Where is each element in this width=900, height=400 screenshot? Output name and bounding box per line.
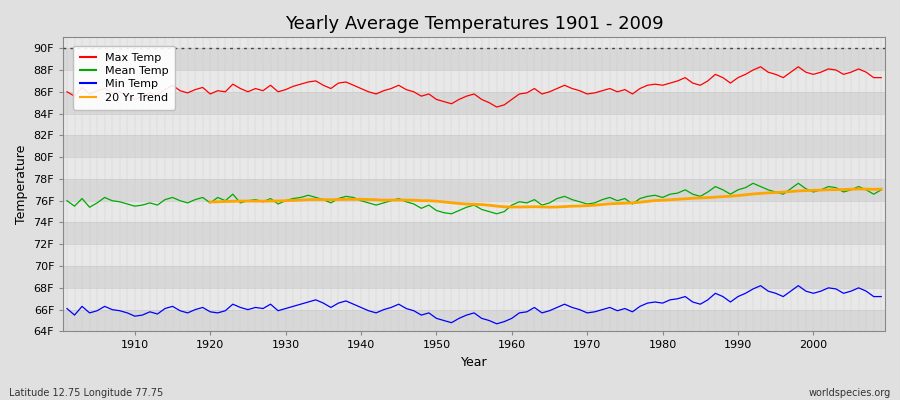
Title: Yearly Average Temperatures 1901 - 2009: Yearly Average Temperatures 1901 - 2009	[284, 15, 663, 33]
Bar	[63, 114, 885, 135]
Legend: Max Temp, Mean Temp, Min Temp, 20 Yr Trend: Max Temp, Mean Temp, Min Temp, 20 Yr Tre…	[73, 46, 176, 110]
Bar	[63, 310, 885, 332]
Bar	[63, 70, 885, 92]
Text: Latitude 12.75 Longitude 77.75: Latitude 12.75 Longitude 77.75	[9, 388, 163, 398]
Bar	[63, 92, 885, 114]
Y-axis label: Temperature: Temperature	[15, 145, 28, 224]
Bar	[63, 266, 885, 288]
Text: worldspecies.org: worldspecies.org	[809, 388, 891, 398]
Bar	[63, 179, 885, 201]
X-axis label: Year: Year	[461, 356, 488, 369]
Bar	[63, 288, 885, 310]
Bar	[63, 244, 885, 266]
Bar	[63, 157, 885, 179]
Bar	[63, 201, 885, 222]
Bar	[63, 48, 885, 70]
Bar	[63, 135, 885, 157]
Bar	[63, 222, 885, 244]
